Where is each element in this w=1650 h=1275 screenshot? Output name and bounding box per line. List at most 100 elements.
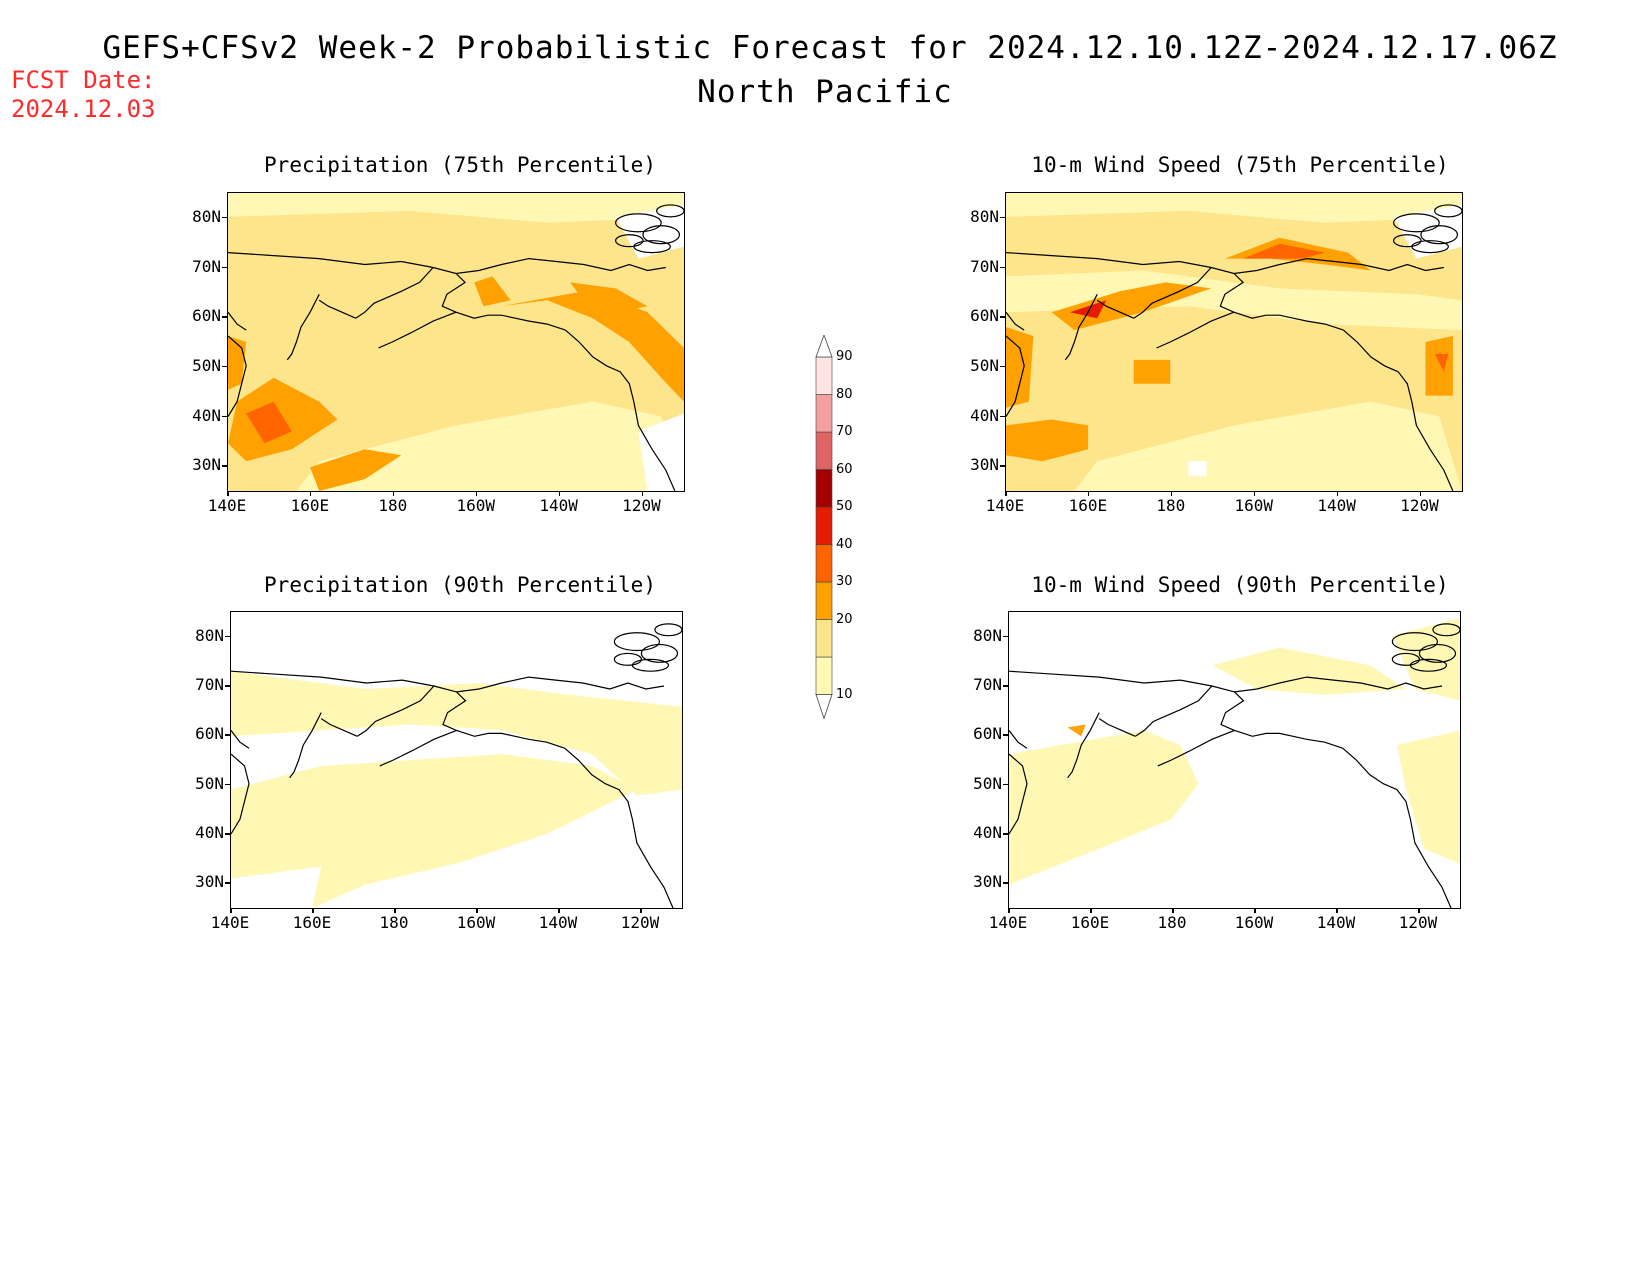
x-tick-mark — [1087, 491, 1090, 496]
x-tick-mark — [1336, 908, 1338, 913]
coastline-segment — [355, 267, 434, 319]
x-tick-mark — [640, 908, 642, 913]
coastline-segment — [231, 753, 250, 835]
y-tick-mark — [1000, 365, 1005, 368]
map-svg — [1006, 193, 1462, 491]
colorbar-level-label: 80 — [836, 386, 853, 402]
x-tick-mark — [1170, 491, 1173, 496]
y-tick-mark — [1000, 465, 1005, 467]
x-tick-mark — [1254, 908, 1256, 913]
y-tick-mark — [222, 216, 227, 219]
panel-precip-75: Precipitation (75th Percentile) 80N 70N 60… — [170, 150, 690, 530]
page-title: GEFS+CFSv2 Week-2 Probabilistic Forecast… — [102, 30, 1558, 66]
shade-30-area — [474, 276, 511, 307]
x-tick-label: 160W — [1234, 496, 1273, 515]
x-tick-mark — [1419, 491, 1422, 496]
x-tick-mark — [1090, 908, 1092, 913]
forecast-date-value: 2024.12.03 — [11, 95, 156, 123]
coastline — [228, 204, 684, 491]
island — [656, 204, 684, 218]
no-shade-area — [615, 204, 684, 259]
island — [615, 213, 662, 233]
y-tick-mark — [1000, 216, 1005, 219]
no-shade-area — [1188, 461, 1207, 477]
forecast-date-label: FCST Date: — [11, 66, 156, 94]
island — [642, 225, 681, 245]
y-tick-mark — [225, 882, 230, 884]
colorbar-level-label: 70 — [836, 424, 853, 439]
x-tick-label: 160E — [1068, 496, 1108, 515]
coastline-segment — [565, 329, 676, 491]
x-tick-mark — [1253, 491, 1256, 496]
shade-30-area — [570, 282, 648, 313]
x-tick-label: 120W — [1398, 913, 1438, 932]
shade-30-area — [501, 291, 684, 402]
y-tick-mark — [222, 465, 227, 467]
x-tick-mark — [392, 491, 395, 496]
x-tick-label: 140W — [538, 913, 578, 932]
island — [1434, 204, 1462, 218]
panel-title: 10-m Wind Speed (90th Percentile) — [1031, 573, 1449, 597]
y-tick-mark — [1003, 882, 1008, 884]
x-tick-label: 120W — [622, 496, 661, 515]
panel-title: 10-m Wind Speed (75th Percentile) — [1031, 153, 1449, 177]
coastline-segment — [286, 294, 320, 361]
island — [654, 623, 682, 637]
shade-10-area — [231, 754, 637, 908]
x-tick-label: 120W — [1400, 496, 1439, 515]
y-tick-mark — [1000, 316, 1005, 318]
shade-10-area — [296, 401, 684, 491]
coastline-segment — [501, 676, 665, 690]
map-svg — [231, 623, 682, 908]
colorbar-level-label: 90 — [836, 349, 853, 364]
x-tick-label: 180 — [1157, 913, 1187, 932]
x-tick-label: 140E — [988, 913, 1028, 932]
y-tick-label: 70N — [192, 256, 221, 276]
x-tick-mark — [227, 491, 229, 496]
coastline-segment — [231, 730, 250, 749]
coastline-segment — [442, 691, 565, 749]
y-tick-mark — [222, 316, 227, 318]
y-tick-label: 70N — [195, 675, 224, 694]
shade-40-area — [1243, 243, 1326, 259]
y-tick-mark — [1003, 833, 1008, 835]
colorbar-segment — [815, 356, 833, 395]
y-tick-mark — [1000, 415, 1005, 417]
y-tick-mark — [1003, 734, 1008, 736]
island — [1432, 623, 1460, 637]
island — [1393, 213, 1440, 233]
colorbar-level-label: 30 — [836, 574, 853, 589]
coastline-segment — [1279, 676, 1443, 690]
x-tick-label: 180 — [379, 913, 409, 932]
shade-10-area — [1006, 270, 1462, 331]
x-tick-mark — [309, 491, 312, 496]
colorbar-svg — [815, 333, 833, 720]
x-tick-mark — [476, 908, 478, 913]
y-tick-label: 50N — [195, 773, 224, 793]
colorbar: 10 20 30 40 50 60 70 80 90 — [808, 333, 868, 759]
y-tick-label: 60N — [970, 306, 999, 326]
coastline-segment — [1064, 294, 1098, 361]
x-tick-mark — [641, 491, 644, 496]
panel-title: Precipitation (90th Percentile) — [264, 573, 656, 597]
coastline-segment — [1157, 729, 1235, 767]
island — [1393, 234, 1422, 248]
panel-title: Precipitation (75th Percentile) — [264, 153, 656, 177]
y-tick-label: 80N — [970, 206, 999, 226]
x-tick-mark — [558, 908, 560, 913]
map-wind-90 — [1008, 611, 1461, 909]
coastline-segment — [1343, 329, 1454, 491]
x-tick-label: 160W — [456, 496, 495, 515]
island — [1391, 652, 1421, 666]
shade-30-area — [1006, 419, 1089, 462]
y-tick-label: 40N — [970, 405, 999, 425]
colorbar-segment — [815, 544, 833, 583]
y-tick-label: 50N — [973, 773, 1002, 793]
y-tick-label: 60N — [192, 306, 221, 326]
colorbar-level-label: 60 — [836, 461, 853, 477]
coastline-segment — [228, 311, 247, 331]
x-tick-mark — [1418, 908, 1420, 913]
y-tick-label: 40N — [195, 823, 224, 842]
x-tick-label: 140W — [1316, 913, 1356, 932]
shade-10-area — [1396, 730, 1460, 864]
